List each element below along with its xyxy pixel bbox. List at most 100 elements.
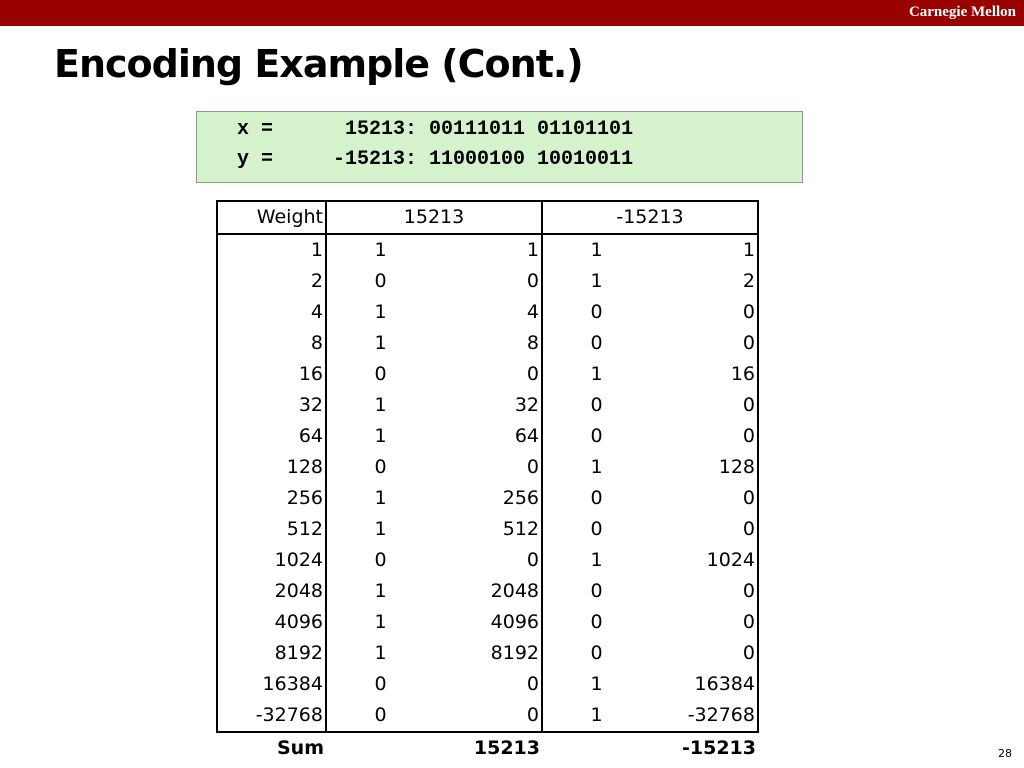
table-cell: 0 <box>590 580 603 602</box>
table-cell: -32768 <box>216 700 327 733</box>
table-cell: 0 <box>434 545 543 576</box>
table-row: 2048 1 2048 0 0 <box>216 576 759 607</box>
table-cell: 0 <box>650 421 759 452</box>
table-cell: 0 <box>650 514 759 545</box>
table-row: 256 1 256 0 0 <box>216 483 759 514</box>
table-cell: 1 <box>590 270 603 292</box>
table-cell: 0 <box>650 607 759 638</box>
table-cell: 1 <box>216 234 327 266</box>
table-cell: 512 <box>434 514 543 545</box>
table-cell: 4096 <box>434 607 543 638</box>
table-cell: 1 <box>374 425 387 447</box>
table-cell: 0 <box>434 359 543 390</box>
table-cell: 1 <box>374 332 387 354</box>
table-cell: 0 <box>650 390 759 421</box>
table-cell: 1 <box>374 518 387 540</box>
table-row: 1024 0 0 1 1024 <box>216 545 759 576</box>
table-cell: 1024 <box>216 545 327 576</box>
table-row: 2 0 0 1 2 <box>216 266 759 297</box>
header-cell: Weight <box>216 200 327 235</box>
table-cell: 0 <box>590 611 603 633</box>
table-cell: 1 <box>374 239 387 261</box>
table-cell: -32768 <box>650 700 759 733</box>
table-row: 128 0 0 1 128 <box>216 452 759 483</box>
table-cell: 0 <box>590 518 603 540</box>
brand: Carnegie Mellon <box>908 4 1016 20</box>
table-cell: 0 <box>374 673 387 695</box>
table-cell: 16384 <box>650 669 759 700</box>
table-cell: 2 <box>650 266 759 297</box>
weight-table: Weight 15213 -15213 1 1 1 1 1 2 0 0 1 2 4 1 4 0 0 8 1 8 0 0 16 0… <box>216 200 759 764</box>
table-cell: 1 <box>374 301 387 323</box>
table-cell: 0 <box>650 328 759 359</box>
table-cell: 256 <box>434 483 543 514</box>
sum-row: Sum 15213 -15213 <box>217 732 758 764</box>
table-cell: 1 <box>590 239 603 261</box>
table-row: 16 0 0 1 16 <box>216 359 759 390</box>
table-head: Weight 15213 -15213 <box>216 200 759 235</box>
table-cell: 0 <box>434 266 543 297</box>
table-cell: 512 <box>216 514 327 545</box>
table-cell: 128 <box>216 452 327 483</box>
table-cell: 8 <box>216 328 327 359</box>
table-cell: 0 <box>590 642 603 664</box>
sum-value: -15213 <box>682 737 756 759</box>
table-cell: 1 <box>590 456 603 478</box>
table-cell: 0 <box>434 700 543 733</box>
table-row: 64 1 64 0 0 <box>216 421 759 452</box>
table-row: 32 1 32 0 0 <box>216 390 759 421</box>
table-cell: 16384 <box>216 669 327 700</box>
table-cell: 16 <box>216 359 327 390</box>
table-cell: 16 <box>650 359 759 390</box>
table-cell: 32 <box>216 390 327 421</box>
table-row: 16384 0 0 1 16384 <box>216 669 759 700</box>
table-cell: 1 <box>374 580 387 602</box>
table-cell: 1 <box>374 611 387 633</box>
table-cell: 0 <box>590 487 603 509</box>
table-cell: 0 <box>650 297 759 328</box>
table-cell: 1 <box>374 487 387 509</box>
table-cell: 0 <box>434 452 543 483</box>
table-cell: 2 <box>216 266 327 297</box>
table-cell: 0 <box>590 394 603 416</box>
table-cell: 8 <box>434 328 543 359</box>
table-cell: 4 <box>434 297 543 328</box>
table-cell: 0 <box>374 270 387 292</box>
table-cell: 64 <box>216 421 327 452</box>
table-cell: 1024 <box>650 545 759 576</box>
table-cell: 1 <box>650 234 759 266</box>
table-cell: 0 <box>374 363 387 385</box>
sum-value: 15213 <box>473 737 540 759</box>
table-cell: 0 <box>374 549 387 571</box>
table-cell: 4096 <box>216 607 327 638</box>
header-cell: 15213 <box>326 200 543 235</box>
sum-label: Sum <box>276 737 324 759</box>
header-cell: -15213 <box>542 200 759 235</box>
table-cell: 1 <box>590 363 603 385</box>
table-cell: 1 <box>434 234 543 266</box>
table-row: -32768 0 0 1 -32768 <box>216 700 759 733</box>
table-cell: 0 <box>326 700 434 733</box>
header-row: Weight 15213 -15213 <box>216 200 759 235</box>
table-cell: 0 <box>434 669 543 700</box>
table-row: 4096 1 4096 0 0 <box>216 607 759 638</box>
table-row: 8 1 8 0 0 <box>216 328 759 359</box>
table-cell: 1 <box>374 394 387 416</box>
table-row: 8192 1 8192 0 0 <box>216 638 759 669</box>
code-box: x = 15213: 00111011 01101101 y = -15213:… <box>196 111 803 183</box>
table-cell: 1 <box>542 700 650 733</box>
table-cell: 1 <box>374 642 387 664</box>
table-cell: 4 <box>216 297 327 328</box>
table-cell: 0 <box>650 576 759 607</box>
table-cell: 0 <box>650 638 759 669</box>
table-cell: 1 <box>590 673 603 695</box>
table-cell: 0 <box>650 483 759 514</box>
table-cell: 8192 <box>216 638 327 669</box>
table-cell: 0 <box>590 301 603 323</box>
table-row: 512 1 512 0 0 <box>216 514 759 545</box>
table-cell: 0 <box>374 456 387 478</box>
table-cell: 0 <box>590 332 603 354</box>
header-bar: Carnegie Mellon <box>0 0 1024 26</box>
slide-title: Encoding Example (Cont.) <box>54 42 584 86</box>
